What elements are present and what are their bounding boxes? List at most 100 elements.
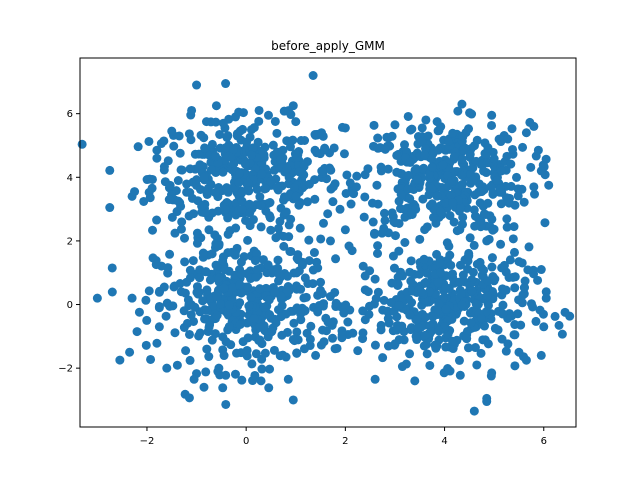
data-point xyxy=(292,268,302,278)
data-point xyxy=(483,198,493,208)
data-point xyxy=(404,170,414,180)
data-point xyxy=(323,209,333,219)
data-point xyxy=(283,271,293,281)
data-point xyxy=(235,319,245,329)
data-point xyxy=(533,145,543,155)
data-point xyxy=(487,368,497,378)
data-point xyxy=(343,317,353,327)
data-point xyxy=(265,211,275,221)
data-point xyxy=(339,149,349,159)
data-point xyxy=(457,300,467,310)
data-point xyxy=(469,240,479,250)
data-point xyxy=(452,226,462,236)
data-point xyxy=(392,167,402,177)
data-point xyxy=(349,189,359,199)
data-point xyxy=(148,253,158,263)
data-point xyxy=(252,184,262,194)
data-point xyxy=(519,197,529,207)
data-point xyxy=(288,334,298,344)
data-point xyxy=(376,325,386,335)
data-point xyxy=(560,307,570,317)
data-point xyxy=(319,337,329,347)
data-point xyxy=(172,207,182,217)
data-point xyxy=(259,302,269,312)
data-point xyxy=(458,132,468,142)
data-point xyxy=(529,121,539,131)
data-point xyxy=(245,208,255,218)
data-point xyxy=(170,328,180,338)
data-point xyxy=(386,297,396,307)
data-point xyxy=(337,326,347,336)
data-point xyxy=(194,331,204,341)
data-point xyxy=(185,164,195,174)
data-point xyxy=(490,323,500,333)
data-point xyxy=(445,366,455,376)
data-point xyxy=(255,335,265,345)
data-point xyxy=(400,140,410,150)
data-point xyxy=(471,299,481,309)
data-point xyxy=(316,234,326,244)
data-point xyxy=(198,296,208,306)
data-point xyxy=(521,128,531,138)
data-point xyxy=(204,322,214,332)
data-point xyxy=(152,145,162,155)
data-point xyxy=(167,126,177,136)
data-point xyxy=(162,363,172,373)
data-point xyxy=(455,260,465,270)
data-point xyxy=(416,287,426,297)
data-point xyxy=(235,126,245,136)
data-point xyxy=(147,183,157,193)
data-point xyxy=(237,375,247,385)
data-point xyxy=(468,267,478,277)
data-point xyxy=(541,293,551,303)
data-point xyxy=(456,203,466,213)
data-point xyxy=(184,393,194,403)
data-point xyxy=(170,228,180,238)
data-point xyxy=(394,300,404,310)
data-point xyxy=(304,179,314,189)
data-point xyxy=(370,340,380,350)
data-point xyxy=(273,223,283,233)
data-point xyxy=(296,284,306,294)
data-point xyxy=(483,276,493,286)
data-point xyxy=(195,273,205,283)
data-point xyxy=(173,196,183,206)
data-point xyxy=(406,208,416,218)
data-point xyxy=(127,293,137,303)
data-point xyxy=(358,328,368,338)
data-point xyxy=(496,239,506,249)
data-point xyxy=(277,301,287,311)
data-point xyxy=(256,201,266,211)
data-point xyxy=(221,79,231,89)
data-point xyxy=(206,165,216,175)
data-point xyxy=(146,354,156,364)
data-point xyxy=(392,312,402,322)
data-point xyxy=(77,139,87,149)
data-point xyxy=(353,346,363,356)
data-point xyxy=(246,292,256,302)
data-point xyxy=(267,326,277,336)
data-point xyxy=(144,286,154,296)
data-point xyxy=(207,139,217,149)
data-point xyxy=(148,225,158,235)
data-point xyxy=(500,285,510,295)
data-point xyxy=(308,279,318,289)
data-point xyxy=(210,230,220,240)
data-point xyxy=(513,309,523,319)
data-point xyxy=(232,348,242,358)
data-point xyxy=(201,117,211,127)
data-point xyxy=(405,157,415,167)
data-point xyxy=(432,117,442,127)
data-point xyxy=(487,262,497,272)
data-point xyxy=(358,306,368,316)
data-point xyxy=(394,196,404,206)
data-point xyxy=(218,256,228,266)
data-point xyxy=(377,228,387,238)
data-point xyxy=(397,362,407,372)
data-point xyxy=(236,269,246,279)
data-point xyxy=(234,107,244,117)
data-point xyxy=(425,360,435,370)
x-tick-label: 2 xyxy=(342,436,348,447)
data-point xyxy=(185,265,195,275)
data-point xyxy=(189,209,199,219)
